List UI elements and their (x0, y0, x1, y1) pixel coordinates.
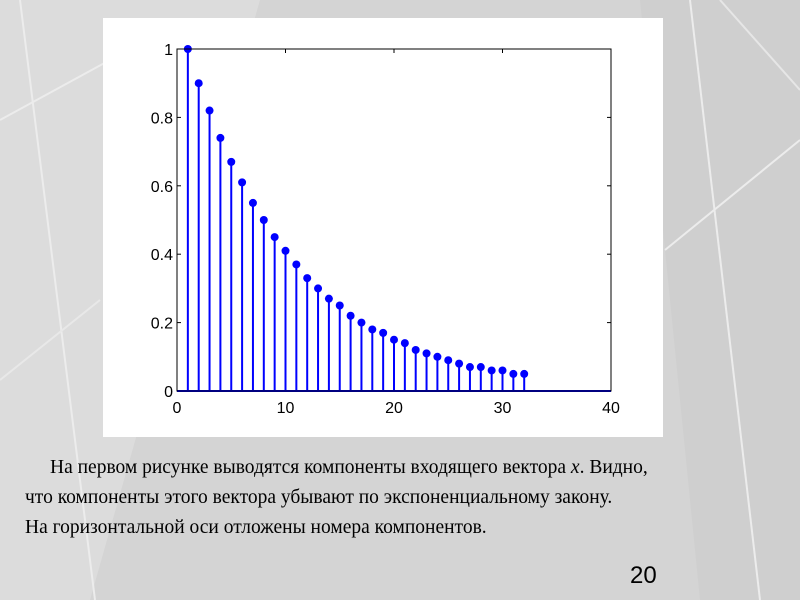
stem-marker (303, 274, 312, 283)
stem-marker (444, 356, 453, 365)
text-run: . Видно, что компоненты этого вектора уб… (25, 457, 648, 508)
description: На первом рисунке выводятся компоненты в… (25, 453, 650, 543)
stem-marker (314, 284, 323, 293)
stem-marker (194, 79, 203, 88)
stem-marker (400, 339, 409, 348)
stem-marker (292, 260, 301, 269)
y-tick-label: 1 (164, 42, 173, 59)
paragraph: На горизонтальной оси отложены номера ко… (25, 513, 650, 543)
stem-marker (487, 366, 496, 375)
stem-marker (422, 349, 431, 358)
stem-marker (270, 233, 279, 242)
y-tick-label: 0.6 (151, 179, 173, 196)
stem-marker (216, 133, 225, 142)
x-tick-label: 0 (173, 400, 182, 417)
chart: 0 10 20 30 40 0 0.2 0.4 0.6 0.8 1 (103, 18, 663, 437)
stem-marker (248, 198, 257, 207)
text-run: На горизонтальной оси отложены номера ко… (25, 517, 487, 538)
stem-marker (324, 294, 333, 303)
text-run: На первом рисунке выводятся компоненты в… (50, 457, 571, 478)
x-tick-label: 20 (385, 400, 403, 417)
y-tick-label: 0 (164, 384, 173, 401)
stem-marker (411, 345, 420, 354)
x-tick-label: 10 (277, 400, 295, 417)
stem-marker (520, 369, 529, 378)
stem-marker (465, 363, 474, 372)
stem-marker (281, 246, 290, 255)
stem-marker (259, 216, 268, 224)
stem-marker (368, 325, 377, 334)
stem-marker (335, 301, 344, 310)
paragraph: На первом рисунке выводятся компоненты в… (25, 453, 650, 513)
stem-marker (238, 178, 247, 187)
y-tick-label: 0.2 (151, 316, 173, 333)
page-number: 20 (630, 562, 657, 589)
stem-marker (390, 335, 398, 344)
stem-marker (509, 369, 518, 378)
y-tick-label: 0.8 (151, 110, 173, 127)
plot-frame (176, 48, 612, 392)
stem-marker (498, 366, 507, 375)
variable: x (570, 457, 580, 478)
stem-marker (205, 106, 214, 115)
x-tick-label: 40 (602, 400, 620, 417)
stem-marker (227, 157, 236, 166)
y-tick-label: 0.4 (151, 247, 173, 264)
stem-marker (379, 328, 388, 337)
x-tick-label: 30 (494, 400, 512, 417)
stem-marker (346, 311, 355, 320)
stem-marker (455, 359, 464, 368)
stem-marker (357, 318, 366, 327)
stem-marker (433, 352, 442, 361)
stem-marker (476, 363, 485, 372)
